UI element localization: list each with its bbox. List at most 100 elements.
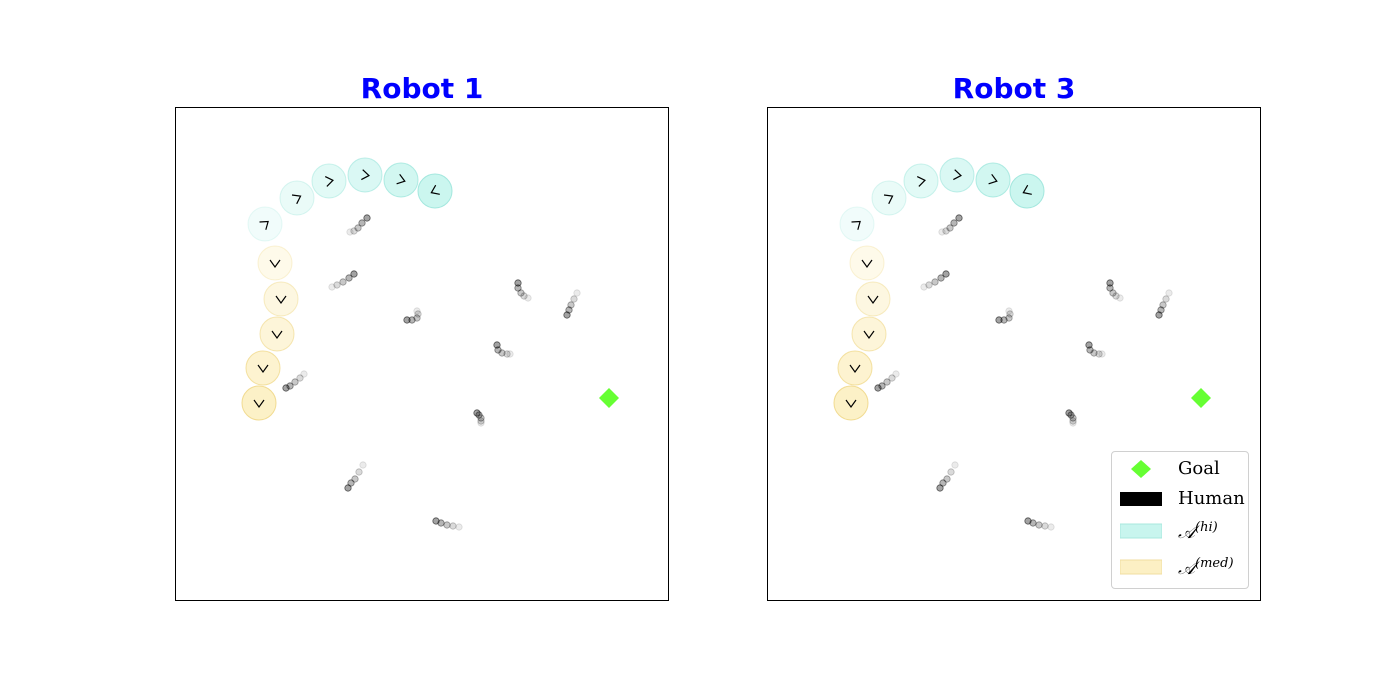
human-1-position-1 [955,214,963,222]
robot-step-2-body [871,180,907,216]
robot-step-3-heading-icon [916,176,926,187]
robot-step-2-body [279,180,315,216]
legend-hi-sup: (hi) [1195,520,1218,535]
human-4-position-3 [1109,289,1117,297]
human-3-position-3 [1005,314,1013,322]
robot-step-3 [311,163,347,199]
human-5-position-5 [506,350,514,358]
human-9-position-4 [355,468,363,476]
human-10-position-4 [1041,522,1049,530]
robot-step-10-heading-icon [257,364,269,374]
robot-step-4-body [347,157,383,193]
robot-step-5-body [383,162,419,198]
legend-hi-base: 𝒜 [1178,522,1196,543]
robot-step-5 [383,162,419,198]
robot-step-11 [241,385,277,421]
robot-step-6-heading-icon [1022,184,1032,195]
human-3-position-3 [413,314,421,322]
human-2-position-4 [925,281,933,289]
robot-step-10-heading-icon [849,364,861,374]
robot-step-9-body [851,316,887,352]
robot-step-8-heading-icon [275,295,287,305]
human-3-position-2 [1000,316,1008,324]
robot-step-10-body [837,350,873,386]
human-4-position-1 [1106,279,1114,287]
human-1-position-5 [346,228,354,236]
robot-step-1-heading-icon [851,220,861,230]
robot-step-5 [975,162,1011,198]
legend-item-medium-attention: 𝒜(med) [1112,552,1250,582]
robot-step-10 [837,350,873,386]
human-7-position-4 [296,374,304,382]
human-1-position-2 [358,219,366,227]
human-5-position-5 [1098,350,1106,358]
robot-step-5-heading-icon [396,173,406,185]
human-10-position-1 [432,517,440,525]
robot-step-10 [245,350,281,386]
human-8-position-2 [1067,411,1075,419]
human-6-position-2 [1157,306,1165,314]
human-2-position-4 [333,281,341,289]
human-7-position-3 [883,378,891,386]
human-8-position-3 [477,414,485,422]
human-4-position-5 [1116,294,1124,302]
human-4-position-3 [517,289,525,297]
human-5-position-1 [493,341,501,349]
human-9-position-1 [936,484,944,492]
human-5-position-2 [494,346,502,354]
high-attention-swatch-icon [1120,523,1162,539]
human-10-position-5 [455,523,463,531]
robot-step-3-body [311,163,347,199]
human-4-position-4 [1112,292,1120,300]
panel-title-robot-3: Robot 3 [952,72,1076,105]
human-5-position-3 [498,349,506,357]
robot-step-1-heading-icon [259,220,269,230]
human-6-position-3 [1159,301,1167,309]
legend-item-goal: Goal [1112,454,1250,484]
robot-step-5-heading-icon [988,173,998,185]
robot-step-8-body [263,281,299,317]
human-2-position-5 [328,283,336,291]
robot-step-11-heading-icon [845,399,857,409]
human-1-position-3 [946,224,954,232]
human-9-position-3 [943,475,951,483]
legend-label-high-attention: 𝒜(hi) [1178,520,1218,543]
robot-step-6 [1009,173,1045,209]
human-10-position-3 [1035,521,1043,529]
human-7-position-5 [892,370,900,378]
legend-item-human: Human [1112,484,1250,514]
human-4-position-4 [520,292,528,300]
human-4-position-2 [514,284,522,292]
human-2-position-1 [942,270,950,278]
human-10-position-4 [449,522,457,530]
human-5-position-3 [1090,349,1098,357]
plot-frame [767,107,1261,601]
human-5-position-4 [1095,350,1103,358]
human-6-position-2 [565,306,573,314]
legend-med-sup: (med) [1195,556,1234,571]
robot-step-7-body [849,245,885,281]
human-10-position-1 [1024,517,1032,525]
human-10-position-5 [1047,523,1055,531]
robot-step-11-heading-icon [253,399,265,409]
human-2-position-3 [931,278,939,286]
human-8-position-5 [477,419,485,427]
human-8-position-4 [477,417,485,425]
human-9-position-2 [347,479,355,487]
scene-panel-robot-1 [175,107,669,601]
human-3-position-4 [414,310,422,318]
human-6-position-3 [567,301,575,309]
human-swatch-icon [1120,492,1162,506]
robot-step-4-body [939,157,975,193]
robot-step-6 [417,173,453,209]
goal-diamond-icon [1131,460,1151,478]
robot-step-2-heading-icon [883,194,894,205]
robot-step-11-body [241,385,277,421]
robot-step-1-body [247,206,283,242]
robot-step-6-body [1009,173,1045,209]
robot-step-9-heading-icon [271,330,283,340]
human-2-position-1 [350,270,358,278]
legend-label-goal: Goal [1178,458,1220,479]
robot-step-4-heading-icon [361,169,370,181]
robot-step-4-heading-icon [953,169,962,181]
